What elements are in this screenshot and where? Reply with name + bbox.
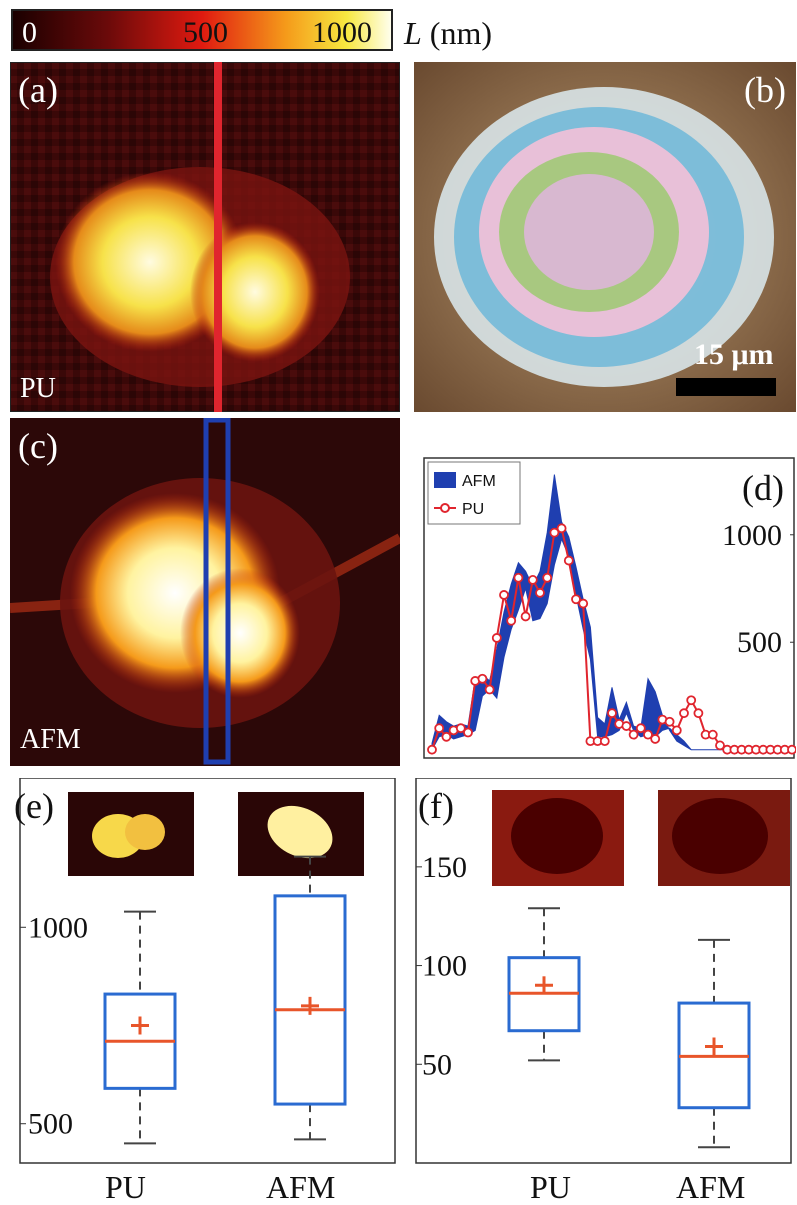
- legend-marker-pu: [440, 503, 450, 513]
- panel-e-inset-afm: [238, 792, 364, 876]
- colorbar-tick-500: 500: [183, 16, 228, 49]
- pu-point: [628, 729, 639, 740]
- pu-point: [599, 736, 610, 747]
- ytick-label: 500: [28, 1108, 73, 1141]
- pu-point: [491, 633, 502, 643]
- pu-point: [520, 611, 531, 622]
- panel-a-caption: PU: [20, 373, 56, 404]
- pu-point: [542, 572, 553, 583]
- panel-c-label: (c): [18, 426, 58, 466]
- ytick-label: 100: [422, 950, 467, 983]
- panel-c-profile-box: [203, 418, 231, 765]
- panel-d-plot: [427, 474, 796, 755]
- panel-f-yticks: 50 100 150: [416, 851, 467, 1081]
- colorbar-label: L (nm): [403, 15, 492, 51]
- panel-d-profile-chart: 500 1000 AFM PU (d): [423, 457, 796, 759]
- panel-c-caption: AFM: [20, 724, 81, 755]
- panel-c-afm-map: (c) AFM: [10, 418, 400, 766]
- pu-point: [484, 684, 495, 695]
- pu-point: [578, 598, 589, 609]
- panel-f-inset-afm: [658, 790, 790, 886]
- pu-point: [535, 587, 545, 598]
- box-afm: [273, 894, 347, 1106]
- colorbar-tick-1000: 1000: [312, 16, 372, 49]
- pu-point: [441, 731, 452, 742]
- inset-f-afm-hole: [672, 798, 768, 874]
- ytick-label: 1000: [28, 911, 88, 944]
- pu-point: [671, 725, 682, 736]
- panel-d-label: (d): [742, 468, 784, 508]
- panel-e-category-afm: AFM: [266, 1169, 335, 1205]
- panel-f-plot: [507, 907, 751, 1149]
- panel-f-category-afm: AFM: [676, 1169, 745, 1205]
- panel-f-inset-pu: [492, 790, 624, 886]
- pu-point: [715, 740, 725, 751]
- panel-f-label: (f): [418, 786, 454, 826]
- legend-swatch-afm: [434, 472, 456, 488]
- pu-point: [463, 727, 473, 738]
- inset-f-pu-hole: [511, 798, 603, 874]
- pu-point: [679, 708, 689, 719]
- colorbar-gradient: [11, 9, 393, 51]
- legend-label-pu: PU: [462, 501, 484, 518]
- panel-e-plot: [103, 855, 347, 1145]
- inset-afm-blob: [267, 805, 333, 859]
- inset-pu-blob-b: [125, 814, 165, 850]
- colorbar: 0 500 1000 L (nm): [11, 9, 492, 51]
- panel-e-category-pu: PU: [105, 1169, 146, 1205]
- panel-e-inset-pu: [68, 792, 194, 876]
- ytick-label: 150: [422, 851, 467, 884]
- ytick-label: 50: [422, 1048, 452, 1081]
- pu-point: [621, 721, 632, 731]
- pu-point: [506, 615, 517, 626]
- pu-point: [650, 734, 661, 744]
- pu-point: [556, 523, 567, 534]
- pu-point: [664, 716, 675, 727]
- colorbar-label-unit: (nm): [422, 15, 492, 51]
- pu-point: [427, 744, 437, 755]
- panel-b-label: (b): [744, 70, 786, 110]
- pu-point: [635, 723, 646, 734]
- panel-a-label: (a): [18, 70, 58, 110]
- panel-a-pu-map: (a) PU: [10, 62, 400, 412]
- pu-point: [686, 695, 697, 706]
- panel-d-ytick-label: 1000: [722, 519, 782, 552]
- panel-d-yticks: 500 1000: [722, 519, 794, 659]
- pu-point: [549, 527, 560, 538]
- panel-d-legend: AFM PU: [427, 461, 521, 525]
- pu-point: [693, 708, 704, 719]
- panel-c-blob-right: [180, 568, 300, 698]
- pu-point: [455, 723, 466, 734]
- pu-point: [563, 555, 574, 566]
- pu-point: [787, 744, 796, 755]
- pu-point: [513, 572, 524, 583]
- pu-point: [499, 590, 509, 600]
- legend-label-afm: AFM: [462, 473, 496, 490]
- panel-d-ytick-label: 500: [737, 626, 782, 659]
- panel-a-blob-right: [190, 222, 320, 362]
- panel-f-category-pu: PU: [530, 1169, 571, 1205]
- panel-f-boxplot: 50 100 150 PU AFM (f): [415, 778, 792, 1205]
- pu-point: [607, 708, 617, 719]
- pu-point: [643, 729, 653, 740]
- panel-e-label: (e): [14, 786, 54, 826]
- pu-point: [434, 723, 445, 734]
- colorbar-label-var: L: [403, 15, 422, 51]
- panel-b-center: [524, 174, 654, 290]
- panel-e-yticks: 500 1000: [20, 911, 88, 1141]
- pu-point: [527, 575, 538, 585]
- pu-point: [571, 594, 581, 605]
- pu-point: [477, 673, 488, 684]
- panel-b-scalebar: [676, 378, 776, 396]
- panel-b-optical-image: 15 μm (b): [414, 62, 796, 412]
- panel-b-scalebar-label: 15 μm: [694, 338, 774, 371]
- panel-e-boxplot: 500 1000 PU AFM (e): [14, 778, 396, 1205]
- colorbar-tick-0: 0: [22, 16, 37, 49]
- pu-point: [707, 729, 718, 740]
- panel-a-profile-line: [214, 62, 222, 412]
